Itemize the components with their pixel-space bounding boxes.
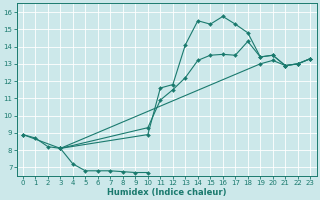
X-axis label: Humidex (Indice chaleur): Humidex (Indice chaleur) <box>107 188 226 197</box>
